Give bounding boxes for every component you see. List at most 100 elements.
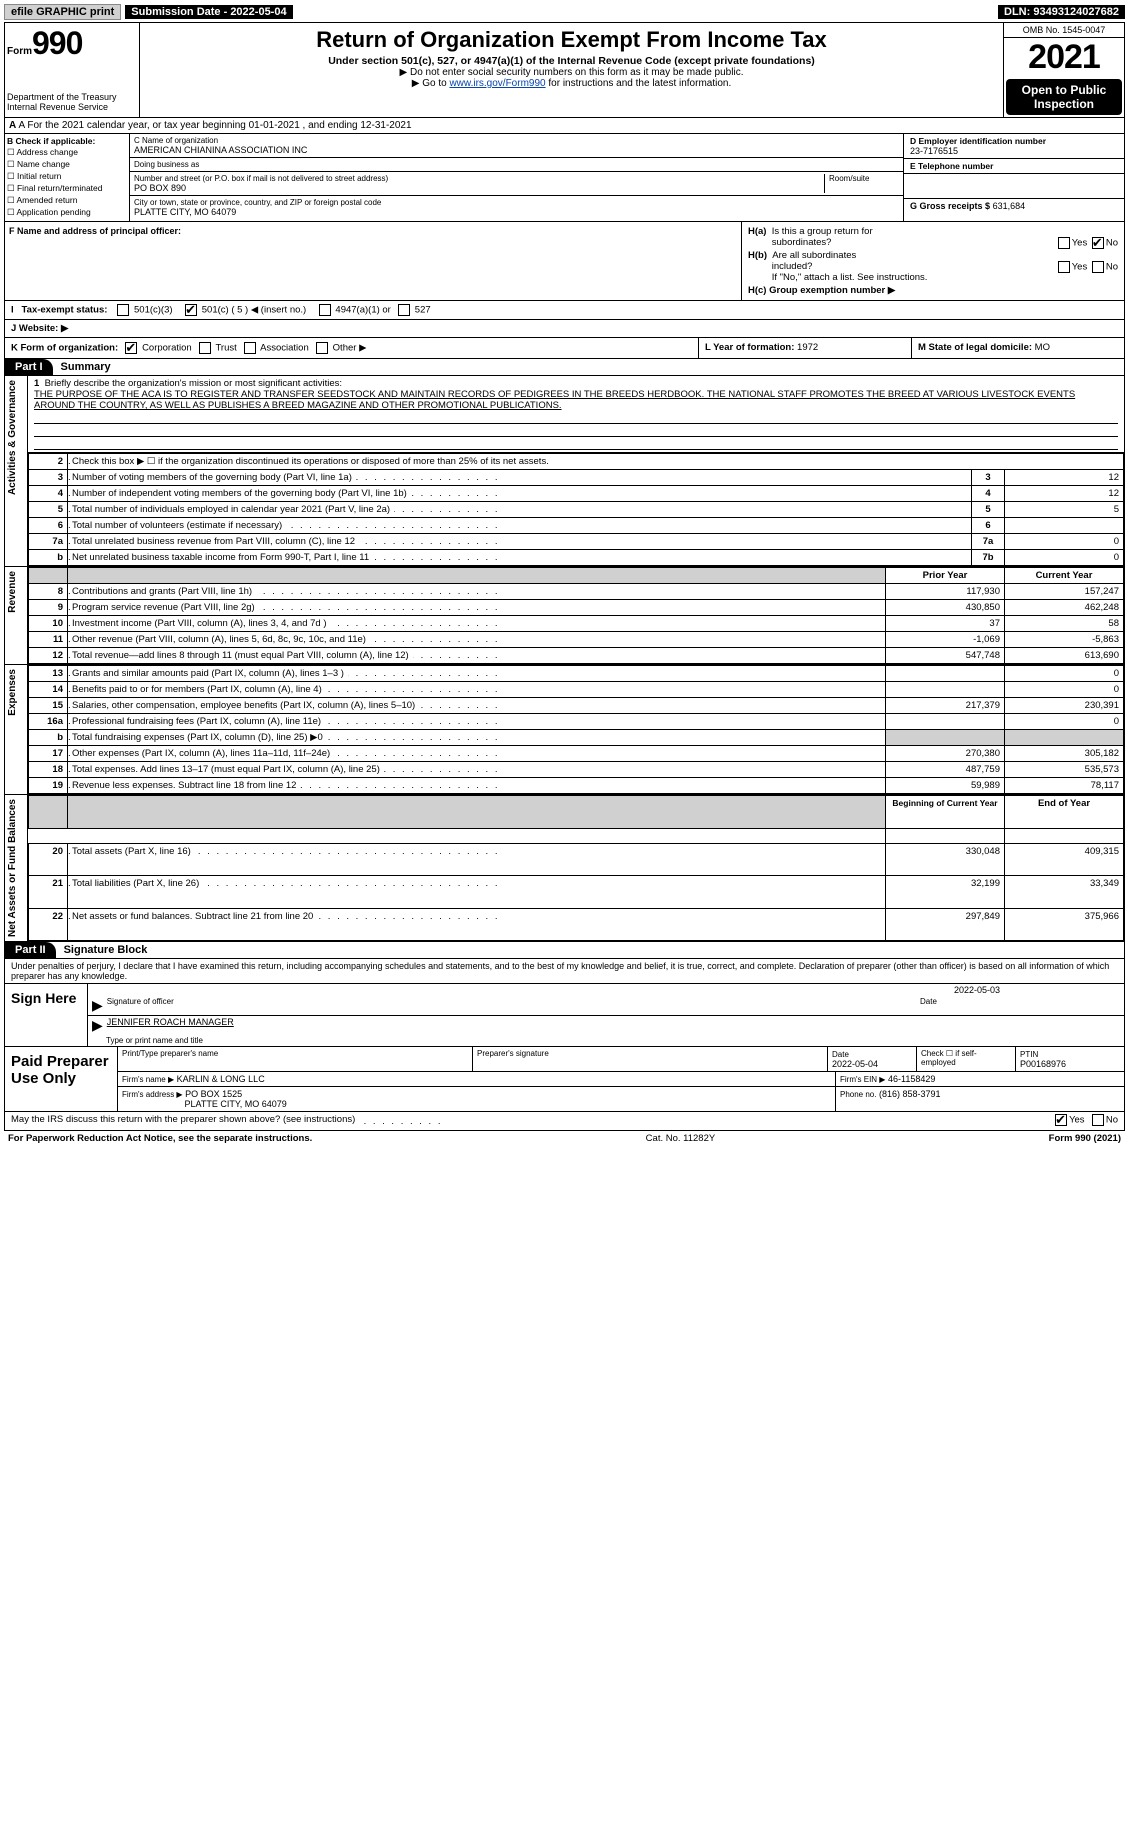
c-label: C Name of organization <box>134 136 899 145</box>
firm-addr-val: PO BOX 1525 <box>185 1089 242 1099</box>
net-table: Beginning of Current YearEnd of Year 20T… <box>28 795 1124 941</box>
discuss-row: May the IRS discuss this return with the… <box>4 1112 1125 1131</box>
section-fh: F Name and address of principal officer:… <box>4 222 1125 301</box>
open-to-public: Open to Public Inspection <box>1006 79 1122 115</box>
chk-amended-return[interactable]: ☐ Amended return <box>7 195 127 206</box>
table-header-row: Prior YearCurrent Year <box>29 568 1124 584</box>
k-cell: K Form of organization: Corporation Trus… <box>5 338 698 358</box>
netassets-section: Net Assets or Fund Balances Beginning of… <box>4 795 1125 942</box>
sig-name-val: JENNIFER ROACH MANAGER <box>107 1017 234 1034</box>
table-row: 19Revenue less expenses. Subtract line 1… <box>29 778 1124 794</box>
chk-501c[interactable] <box>185 304 197 316</box>
part2-header: Part II Signature Block <box>4 942 1125 959</box>
prep-date-val: 2022-05-04 <box>832 1059 878 1069</box>
city-val: PLATTE CITY, MO 64079 <box>134 207 899 217</box>
note2-pre: ▶ Go to <box>412 78 450 89</box>
d-label: D Employer identification number <box>910 136 1118 146</box>
prep-date-header: Date <box>832 1050 849 1059</box>
g-label: G Gross receipts $ <box>910 201 990 211</box>
firm-ein-val: 46-1158429 <box>888 1074 935 1084</box>
chk-initial-return[interactable]: ☐ Initial return <box>7 171 127 182</box>
col-c: C Name of organization AMERICAN CHIANINA… <box>129 134 904 221</box>
table-row: 17Other expenses (Part IX, column (A), l… <box>29 746 1124 762</box>
sig-officer-label: Signature of officer <box>107 997 920 1014</box>
signature-block: Under penalties of perjury, I declare th… <box>4 959 1125 1047</box>
dba-label: Doing business as <box>134 160 899 169</box>
tax-exempt-row: I Tax-exempt status: 501(c)(3) 501(c) ( … <box>4 301 1125 320</box>
ha-no-checkbox[interactable] <box>1092 237 1104 249</box>
firm-ein-label: Firm's EIN ▶ <box>840 1075 885 1084</box>
chk-association[interactable] <box>244 342 256 354</box>
table-row: 22Net assets or fund balances. Subtract … <box>29 908 1124 941</box>
prep-sig-header: Preparer's signature <box>473 1047 828 1071</box>
table-row: 9Program service revenue (Part VIII, lin… <box>29 600 1124 616</box>
m-val: MO <box>1035 342 1050 353</box>
table-row: 15Salaries, other compensation, employee… <box>29 698 1124 714</box>
hb-note: If "No," attach a list. See instructions… <box>772 272 928 283</box>
table-row: 2Check this box ▶ ☐ if the organization … <box>29 454 1124 470</box>
form-label: Form <box>7 46 32 57</box>
chk-final-return[interactable]: ☐ Final return/terminated <box>7 183 127 194</box>
ha-line: H(a) Is this a group return for subordin… <box>748 226 1118 248</box>
form-title: Return of Organization Exempt From Incom… <box>146 27 997 53</box>
chk-corporation[interactable] <box>125 342 137 354</box>
table-row: bTotal fundraising expenses (Part IX, co… <box>29 730 1124 746</box>
part1-tag: Part I <box>5 359 53 375</box>
chk-501c3[interactable] <box>117 304 129 316</box>
klm-row: K Form of organization: Corporation Trus… <box>4 338 1125 359</box>
table-row: 3Number of voting members of the governi… <box>29 470 1124 486</box>
vlabel-net: Net Assets or Fund Balances <box>5 795 28 941</box>
begin-year-header: Beginning of Current Year <box>886 796 1005 829</box>
discuss-no-checkbox[interactable] <box>1092 1114 1104 1126</box>
city-label: City or town, state or province, country… <box>134 198 899 207</box>
preparer-block: Paid Preparer Use Only Print/Type prepar… <box>4 1047 1125 1112</box>
form-note2: ▶ Go to www.irs.gov/Form990 for instruct… <box>146 78 997 89</box>
firm-phone-val: (816) 858-3791 <box>879 1089 941 1099</box>
chk-trust[interactable] <box>199 342 211 354</box>
table-row: 7aTotal unrelated business revenue from … <box>29 534 1124 550</box>
l-label: L Year of formation: <box>705 342 794 353</box>
chk-name-change[interactable]: ☐ Name change <box>7 159 127 170</box>
irs-label: Internal Revenue Service <box>7 102 137 112</box>
ha-yes-checkbox[interactable] <box>1058 237 1070 249</box>
vlabel-gov: Activities & Governance <box>5 376 28 566</box>
vlabel-rev: Revenue <box>5 567 28 664</box>
sig-arrow-icon: ▶ <box>92 997 103 1014</box>
table-row: 10Investment income (Part VIII, column (… <box>29 616 1124 632</box>
section-bcd: B Check if applicable: ☐ Address change … <box>4 134 1125 222</box>
note2-post: for instructions and the latest informat… <box>546 78 732 89</box>
table-row: 21Total liabilities (Part X, line 26)32,… <box>29 876 1124 909</box>
table-row: 13Grants and similar amounts paid (Part … <box>29 666 1124 682</box>
chk-4947[interactable] <box>319 304 331 316</box>
table-row: 4Number of independent voting members of… <box>29 486 1124 502</box>
footer-right: Form 990 (2021) <box>1049 1133 1121 1144</box>
chk-527[interactable] <box>398 304 410 316</box>
f-label: F Name and address of principal officer: <box>9 226 181 236</box>
omb-number: OMB No. 1545-0047 <box>1004 23 1124 38</box>
sec-f: F Name and address of principal officer: <box>5 222 742 300</box>
form-note1: ▶ Do not enter social security numbers o… <box>146 67 997 78</box>
briefly-label: Briefly describe the organization's miss… <box>45 378 343 389</box>
table-row: 8Contributions and grants (Part VIII, li… <box>29 584 1124 600</box>
addr-label: Number and street (or P.O. box if mail i… <box>134 174 824 183</box>
discuss-yes-checkbox[interactable] <box>1055 1114 1067 1126</box>
f-val <box>9 236 737 276</box>
discuss-text: May the IRS discuss this return with the… <box>11 1114 359 1125</box>
chk-other[interactable] <box>316 342 328 354</box>
hb-yes-checkbox[interactable] <box>1058 261 1070 273</box>
hb-no-checkbox[interactable] <box>1092 261 1104 273</box>
dept-label: Department of the Treasury <box>7 92 137 102</box>
chk-address-change[interactable]: ☐ Address change <box>7 147 127 158</box>
preparer-title: Paid Preparer Use Only <box>5 1047 118 1111</box>
m-cell: M State of legal domicile: MO <box>911 338 1124 358</box>
chk-application-pending[interactable]: ☐ Application pending <box>7 207 127 218</box>
part2-tag: Part II <box>5 942 56 958</box>
page-footer: For Paperwork Reduction Act Notice, see … <box>4 1131 1125 1146</box>
current-year-header: Current Year <box>1005 568 1124 584</box>
table-header-row: Beginning of Current YearEnd of Year <box>29 796 1124 829</box>
irs-link[interactable]: www.irs.gov/Form990 <box>449 78 545 89</box>
hc-line: H(c) Group exemption number ▶ <box>748 285 1118 296</box>
tax-year: 2021 <box>1004 38 1124 77</box>
end-year-header: End of Year <box>1005 796 1124 829</box>
briefly-text: THE PURPOSE OF THE ACA IS TO REGISTER AN… <box>34 389 1075 411</box>
